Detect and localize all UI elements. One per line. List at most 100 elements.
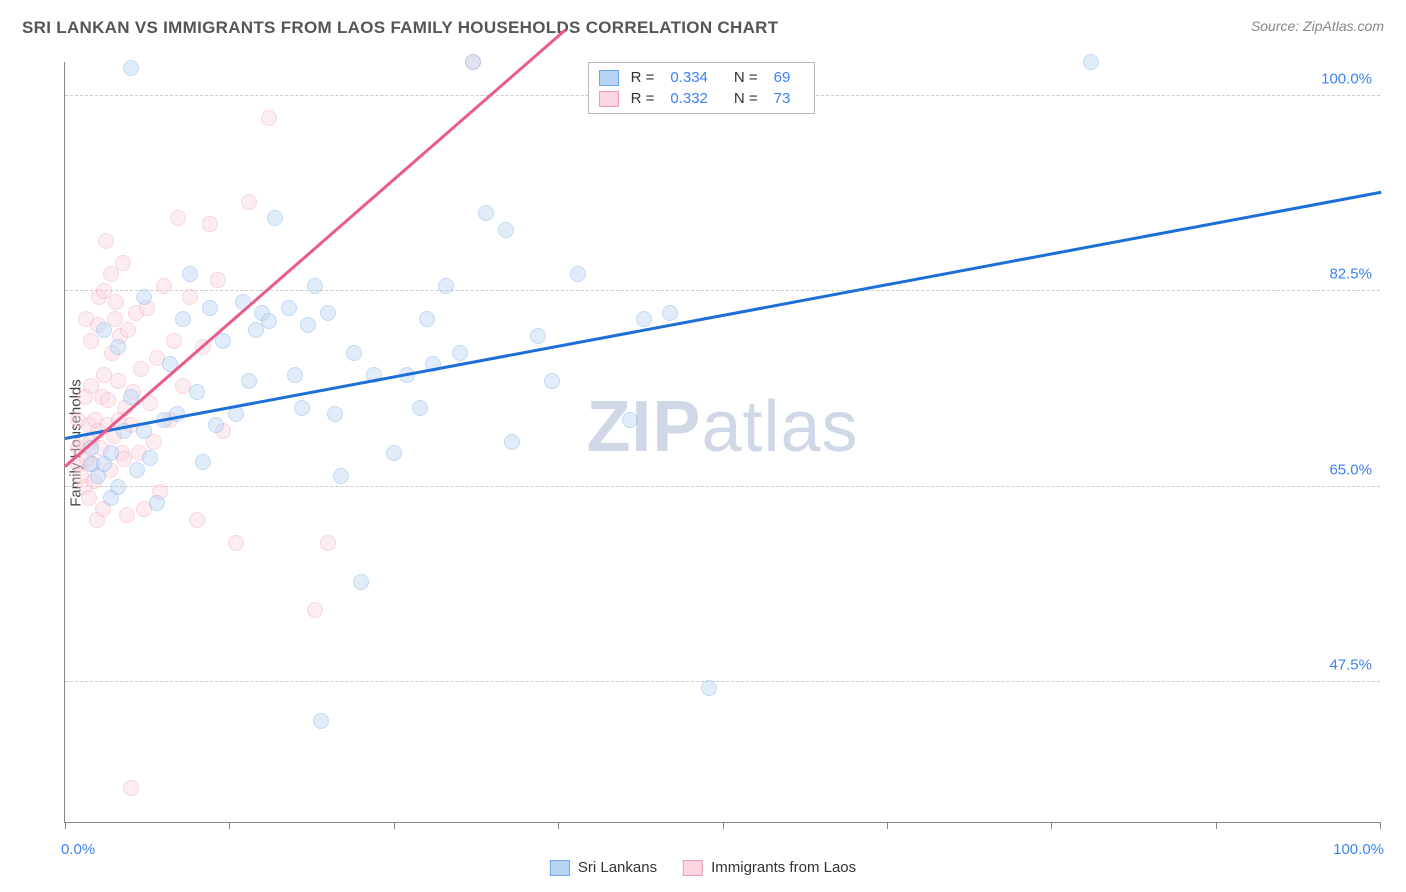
x-axis-min-label: 0.0% xyxy=(61,841,95,858)
legend-swatch xyxy=(683,860,703,876)
r-label: R = xyxy=(631,90,655,107)
series-legend: Sri Lankans Immigrants from Laos xyxy=(550,859,856,876)
n-label: N = xyxy=(734,90,758,107)
scatter-point xyxy=(110,479,126,495)
scatter-point xyxy=(110,373,126,389)
x-axis-max-label: 100.0% xyxy=(1333,841,1384,858)
scatter-point xyxy=(452,345,468,361)
scatter-point xyxy=(142,450,158,466)
scatter-point xyxy=(100,392,116,408)
scatter-point xyxy=(133,361,149,377)
scatter-point xyxy=(504,434,520,450)
scatter-point xyxy=(175,311,191,327)
scatter-point xyxy=(103,445,119,461)
scatter-point xyxy=(320,305,336,321)
scatter-point xyxy=(281,300,297,316)
correlation-legend-row: R = 0.334N = 69 xyxy=(599,67,805,88)
x-tick xyxy=(65,822,66,829)
scatter-point xyxy=(182,289,198,305)
scatter-point xyxy=(478,205,494,221)
scatter-point xyxy=(307,602,323,618)
scatter-point xyxy=(202,300,218,316)
x-tick xyxy=(1051,822,1052,829)
scatter-point xyxy=(119,507,135,523)
y-tick-label: 47.5% xyxy=(1329,657,1372,674)
legend-swatch xyxy=(599,70,619,86)
x-tick xyxy=(1216,822,1217,829)
scatter-point xyxy=(210,272,226,288)
scatter-point xyxy=(701,680,717,696)
scatter-point xyxy=(333,468,349,484)
watermark-light: atlas xyxy=(701,387,858,467)
y-tick-label: 65.0% xyxy=(1329,461,1372,478)
scatter-point xyxy=(115,255,131,271)
scatter-point xyxy=(202,216,218,232)
scatter-point xyxy=(149,495,165,511)
source-label: Source: ZipAtlas.com xyxy=(1251,18,1384,34)
legend-item: Immigrants from Laos xyxy=(683,859,856,876)
scatter-point xyxy=(636,311,652,327)
r-value: 0.332 xyxy=(670,90,708,107)
scatter-point xyxy=(412,400,428,416)
scatter-point xyxy=(261,110,277,126)
scatter-point xyxy=(438,278,454,294)
scatter-point xyxy=(120,322,136,338)
scatter-point xyxy=(300,317,316,333)
scatter-point xyxy=(327,406,343,422)
x-tick xyxy=(887,822,888,829)
scatter-point xyxy=(287,367,303,383)
scatter-point xyxy=(156,278,172,294)
scatter-point xyxy=(313,713,329,729)
scatter-point xyxy=(182,266,198,282)
scatter-point xyxy=(346,345,362,361)
scatter-point xyxy=(228,535,244,551)
chart-container: Family Households ZIPatlas 0.0% 100.0% 4… xyxy=(50,48,1394,837)
x-tick xyxy=(723,822,724,829)
y-tick-label: 82.5% xyxy=(1329,266,1372,283)
legend-swatch xyxy=(550,860,570,876)
scatter-point xyxy=(208,417,224,433)
scatter-point xyxy=(81,490,97,506)
r-label: R = xyxy=(631,69,655,86)
scatter-point xyxy=(110,339,126,355)
scatter-point xyxy=(108,294,124,310)
scatter-point xyxy=(530,328,546,344)
chart-title: SRI LANKAN VS IMMIGRANTS FROM LAOS FAMIL… xyxy=(22,18,778,38)
legend-label: Immigrants from Laos xyxy=(711,859,856,876)
plot-area: ZIPatlas 0.0% 100.0% 47.5%65.0%82.5%100.… xyxy=(64,62,1380,823)
scatter-point xyxy=(622,412,638,428)
correlation-legend-row: R = 0.332N = 73 xyxy=(599,88,805,109)
grid-line xyxy=(65,681,1380,682)
scatter-point xyxy=(83,333,99,349)
scatter-point xyxy=(170,210,186,226)
x-tick xyxy=(558,822,559,829)
scatter-point xyxy=(294,400,310,416)
scatter-point xyxy=(215,333,231,349)
scatter-point xyxy=(136,289,152,305)
scatter-point xyxy=(307,278,323,294)
scatter-point xyxy=(570,266,586,282)
scatter-point xyxy=(98,233,114,249)
scatter-point xyxy=(96,322,112,338)
scatter-point xyxy=(386,445,402,461)
scatter-point xyxy=(189,512,205,528)
scatter-point xyxy=(123,780,139,796)
scatter-point xyxy=(123,60,139,76)
x-tick xyxy=(1380,822,1381,829)
scatter-point xyxy=(465,54,481,70)
n-label: N = xyxy=(734,69,758,86)
legend-label: Sri Lankans xyxy=(578,859,657,876)
scatter-point xyxy=(241,194,257,210)
r-value: 0.334 xyxy=(670,69,708,86)
scatter-point xyxy=(419,311,435,327)
scatter-point xyxy=(195,454,211,470)
scatter-point xyxy=(1083,54,1099,70)
scatter-point xyxy=(189,384,205,400)
x-tick xyxy=(394,822,395,829)
scatter-point xyxy=(241,373,257,389)
scatter-point xyxy=(267,210,283,226)
scatter-point xyxy=(129,462,145,478)
scatter-point xyxy=(498,222,514,238)
scatter-point xyxy=(261,313,277,329)
scatter-point xyxy=(166,333,182,349)
